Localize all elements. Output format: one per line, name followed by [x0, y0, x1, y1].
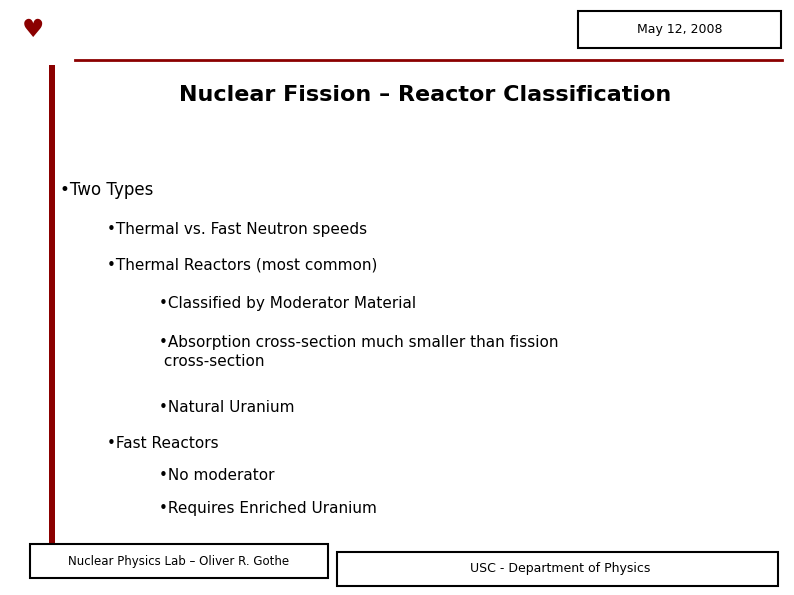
FancyBboxPatch shape: [30, 544, 328, 578]
Text: USC - Department of Physics: USC - Department of Physics: [469, 562, 650, 575]
Text: ♥: ♥: [22, 18, 44, 42]
Text: Nuclear Physics Lab – Oliver R. Gothe: Nuclear Physics Lab – Oliver R. Gothe: [68, 555, 289, 568]
Text: •Classified by Moderator Material: •Classified by Moderator Material: [159, 296, 416, 311]
FancyBboxPatch shape: [49, 65, 55, 544]
Text: •Two Types: •Two Types: [60, 181, 153, 199]
Text: May 12, 2008: May 12, 2008: [637, 23, 722, 36]
Text: •Natural Uranium: •Natural Uranium: [159, 400, 295, 415]
FancyBboxPatch shape: [8, 6, 60, 54]
Text: Nuclear Fission – Reactor Classification: Nuclear Fission – Reactor Classification: [179, 85, 671, 105]
Text: •Absorption cross-section much smaller than fission
 cross-section: •Absorption cross-section much smaller t…: [159, 336, 558, 369]
FancyBboxPatch shape: [578, 11, 781, 48]
Text: •Requires Enriched Uranium: •Requires Enriched Uranium: [159, 501, 376, 516]
Text: •Fast Reactors: •Fast Reactors: [107, 436, 219, 451]
Text: •Thermal Reactors (most common): •Thermal Reactors (most common): [107, 257, 378, 273]
Text: •No moderator: •No moderator: [159, 468, 274, 484]
Text: •Thermal vs. Fast Neutron speeds: •Thermal vs. Fast Neutron speeds: [107, 221, 368, 237]
FancyBboxPatch shape: [337, 552, 778, 586]
